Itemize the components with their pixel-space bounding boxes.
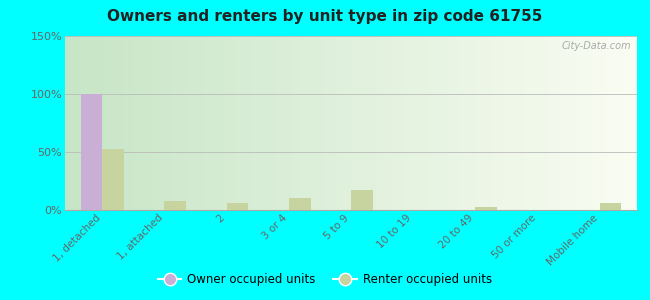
Bar (289, 198, 311, 210)
Legend: Owner occupied units, Renter occupied units: Owner occupied units, Renter occupied un… (153, 269, 497, 291)
Bar (164, 201, 187, 210)
Text: City-Data.com: City-Data.com (562, 41, 631, 51)
Bar (351, 190, 372, 210)
Bar (81, 94, 102, 210)
Text: Owners and renters by unit type in zip code 61755: Owners and renters by unit type in zip c… (107, 9, 543, 24)
Bar (475, 206, 497, 210)
Bar (102, 148, 124, 210)
Bar (227, 203, 248, 210)
Bar (600, 203, 621, 210)
